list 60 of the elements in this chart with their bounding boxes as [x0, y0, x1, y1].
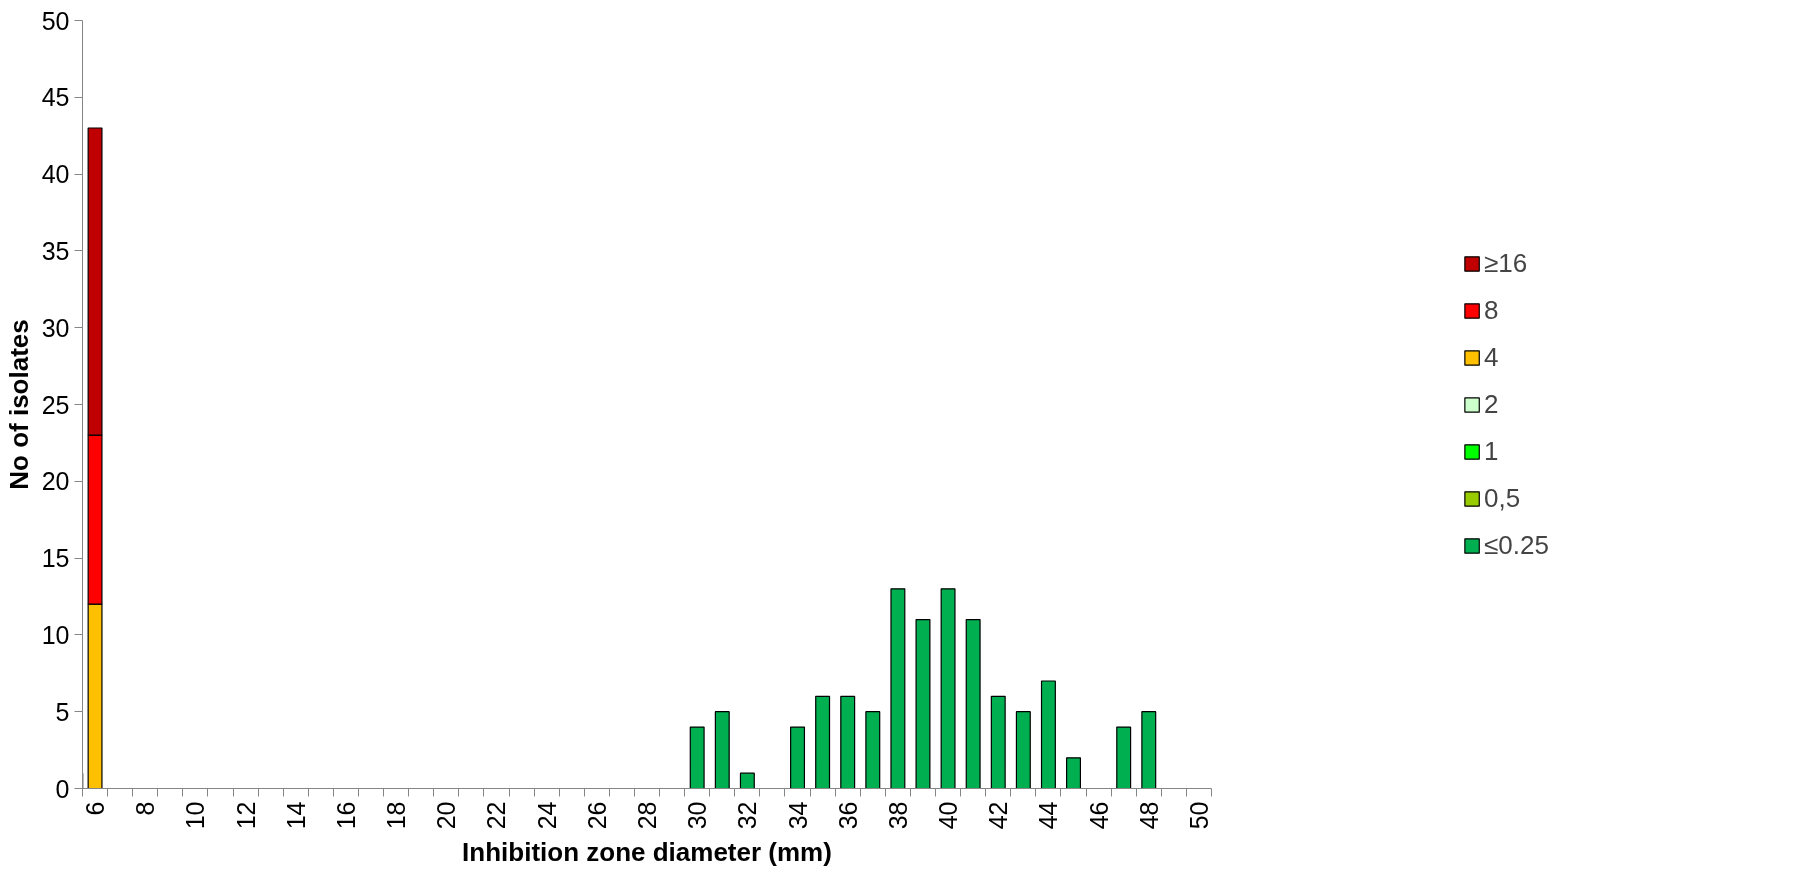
legend-label: 2 — [1484, 388, 1500, 420]
x-tick-label: 26 — [582, 801, 611, 830]
y-tick-label: 40 — [41, 160, 70, 189]
x-tick-label: 36 — [833, 801, 862, 830]
x-tick-label: 8 — [131, 801, 160, 816]
x-tick-label: 14 — [281, 801, 310, 830]
y-tick-label: 0 — [55, 774, 70, 803]
y-tick-label: 20 — [41, 467, 70, 496]
x-tick-label: 34 — [783, 801, 812, 830]
bar — [1141, 711, 1157, 789]
bar — [890, 588, 906, 789]
y-tick-label: 15 — [41, 544, 70, 573]
bar — [714, 711, 730, 789]
legend-label: 0,5 — [1484, 482, 1521, 514]
y-tick-label: 25 — [41, 390, 70, 419]
y-tick-label: 35 — [41, 236, 70, 265]
x-tick-label: 28 — [633, 801, 661, 830]
x-tick-label: 30 — [683, 801, 712, 830]
bar — [965, 618, 981, 789]
y-axis-title: No of isolates — [3, 319, 34, 490]
x-tick-label: 48 — [1134, 801, 1163, 830]
legend-label: 4 — [1484, 341, 1500, 373]
x-tick-label: 18 — [382, 801, 411, 830]
bar — [940, 588, 956, 789]
x-tick-label: 24 — [532, 801, 561, 830]
x-tick-label: 38 — [883, 801, 912, 830]
legend-label: ≤0.25 — [1484, 529, 1549, 561]
x-tick-label: 22 — [482, 801, 511, 830]
bar — [865, 711, 881, 789]
legend-label: ≥16 — [1484, 247, 1528, 279]
x-tick-label: 6 — [81, 801, 110, 816]
bar — [915, 618, 931, 789]
bar — [689, 726, 705, 789]
x-tick-label: 32 — [733, 801, 762, 830]
x-tick-label: 40 — [934, 801, 963, 830]
bar — [739, 772, 755, 789]
x-axis-title: Inhibition zone diameter (mm) — [462, 837, 832, 868]
y-tick-label: 30 — [41, 313, 70, 342]
bar — [1015, 711, 1031, 789]
x-tick-label: 12 — [231, 801, 260, 830]
x-tick-label: 10 — [181, 801, 210, 830]
x-tick-label: 20 — [432, 801, 461, 830]
y-tick-label: 50 — [41, 6, 70, 35]
bar — [1040, 680, 1056, 789]
x-tick-label: 44 — [1034, 801, 1063, 830]
bar — [790, 726, 806, 789]
bar — [840, 695, 856, 789]
x-tick-label: 46 — [1084, 801, 1113, 830]
x-tick-label: 16 — [331, 801, 360, 830]
legend-label: 8 — [1484, 294, 1500, 326]
bar — [990, 695, 1006, 789]
legend-label: 1 — [1484, 435, 1500, 467]
bar — [815, 695, 831, 789]
y-tick-label: 5 — [55, 697, 70, 726]
y-tick-label: 10 — [41, 620, 70, 649]
x-tick-label: 50 — [1184, 801, 1213, 830]
y-tick-label: 45 — [41, 83, 70, 112]
bar — [1116, 726, 1132, 789]
bar — [1066, 757, 1082, 789]
x-tick-label: 42 — [984, 801, 1013, 830]
